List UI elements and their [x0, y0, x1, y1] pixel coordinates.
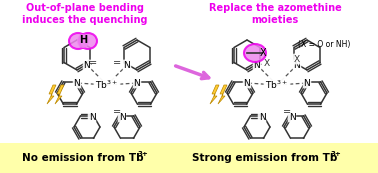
Ellipse shape: [79, 33, 97, 49]
Text: =: =: [113, 58, 121, 68]
Text: N: N: [74, 79, 81, 88]
Text: =: =: [283, 107, 291, 117]
Text: X: X: [264, 58, 270, 67]
Text: Out-of-plane bending
induces the quenching: Out-of-plane bending induces the quenchi…: [22, 3, 148, 25]
Polygon shape: [210, 85, 219, 104]
Text: (X = O or NH): (X = O or NH): [298, 40, 350, 49]
Ellipse shape: [77, 34, 89, 48]
Text: 3+: 3+: [331, 151, 342, 157]
Text: X: X: [260, 48, 266, 58]
Text: N: N: [88, 112, 95, 121]
Polygon shape: [55, 85, 64, 104]
Text: N: N: [84, 61, 90, 70]
Text: No emission from Tb: No emission from Tb: [22, 153, 144, 163]
Text: N: N: [259, 112, 265, 121]
Ellipse shape: [244, 44, 266, 62]
Text: Replace the azomethine
moieties: Replace the azomethine moieties: [209, 3, 341, 25]
Text: N: N: [304, 79, 310, 88]
FancyBboxPatch shape: [0, 143, 378, 173]
Text: Tb$^{3+}$: Tb$^{3+}$: [95, 79, 119, 91]
Text: Strong emission from Tb: Strong emission from Tb: [192, 153, 338, 163]
Text: N: N: [294, 61, 301, 70]
Ellipse shape: [69, 33, 87, 49]
FancyArrowPatch shape: [176, 66, 209, 79]
Text: 3+: 3+: [138, 151, 149, 157]
Text: N: N: [289, 112, 295, 121]
Polygon shape: [218, 85, 227, 104]
Text: =: =: [89, 58, 97, 68]
Text: N: N: [134, 79, 140, 88]
Text: N: N: [254, 61, 260, 70]
Text: N: N: [119, 112, 125, 121]
Polygon shape: [47, 85, 56, 104]
Text: =: =: [113, 107, 121, 117]
Text: N: N: [124, 61, 130, 70]
Text: H: H: [79, 35, 87, 45]
Text: N: N: [244, 79, 250, 88]
Text: X: X: [294, 54, 300, 63]
Text: Tb$^{3+}$: Tb$^{3+}$: [265, 79, 289, 91]
